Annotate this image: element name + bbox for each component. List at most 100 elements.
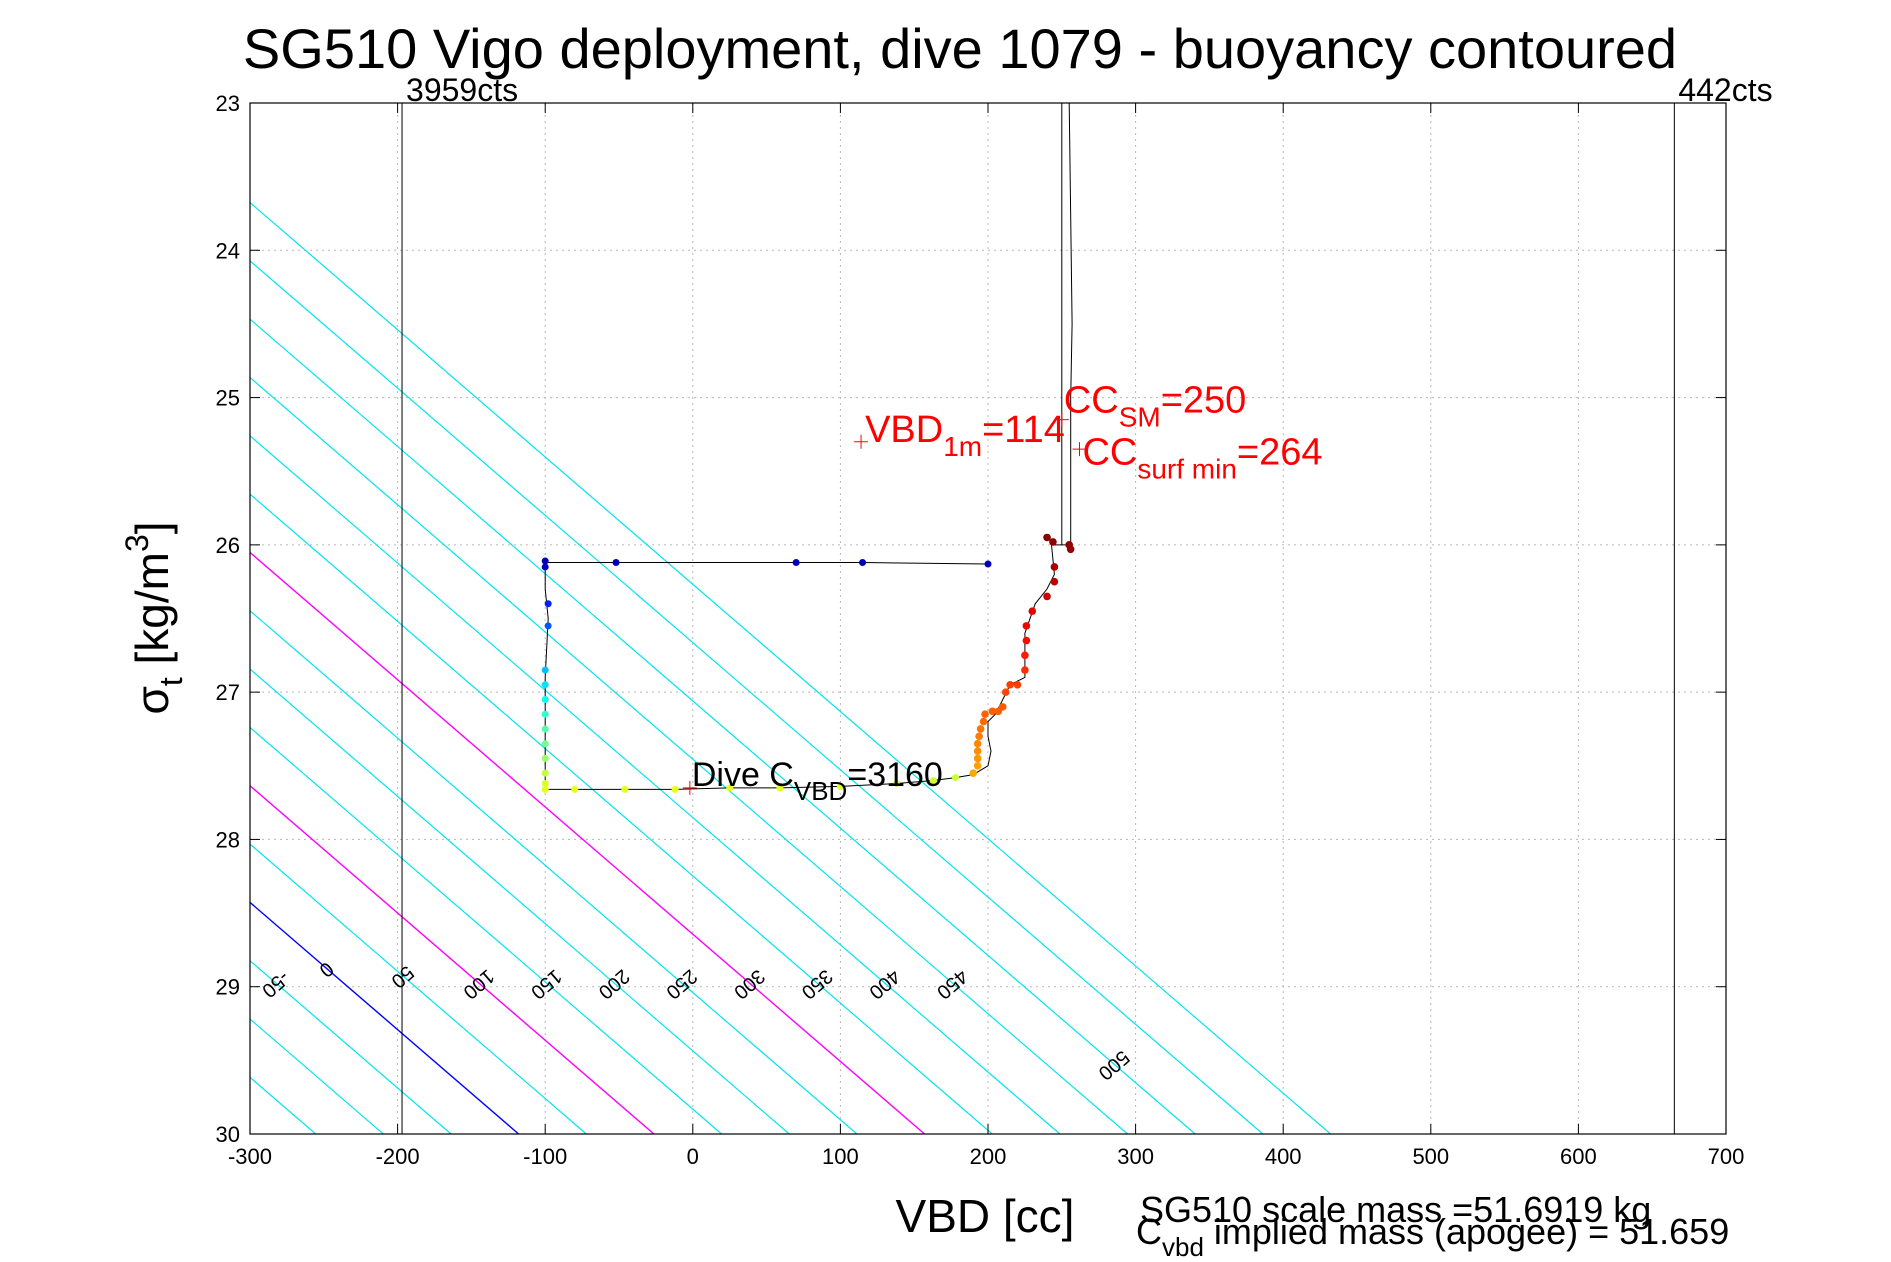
climb-point xyxy=(1049,538,1057,546)
annotation-markers xyxy=(682,412,1087,795)
annotation-divecvbd: Dive CVBD=3160 xyxy=(692,756,943,806)
y-tick-label: 28 xyxy=(216,827,240,852)
annotation-divecvbd-main: Dive C xyxy=(692,756,794,794)
zero-buoyancy-line xyxy=(250,901,520,1134)
y-axis-label-sup: 3 xyxy=(119,534,155,552)
x-axis-ticks: -300 -200 -100 0 100 200 300 400 500 600 700 xyxy=(228,103,1744,1169)
y-tick-label: 26 xyxy=(216,533,240,558)
climb-point xyxy=(1006,680,1014,689)
implied-mass-text: Cvbd implied mass (apogee) = 51.659 xyxy=(1136,1211,1729,1262)
count-label: 442cts xyxy=(1678,72,1772,108)
dive-point xyxy=(544,600,552,608)
dive-point xyxy=(892,779,900,787)
climb-point xyxy=(981,710,989,719)
y-axis-label-sub: t xyxy=(153,677,189,686)
contour-line xyxy=(250,201,1331,1134)
dive-point xyxy=(541,681,549,689)
climb-point xyxy=(973,754,982,763)
dive-point xyxy=(541,666,549,674)
buoyancy-contours xyxy=(0,103,1331,1134)
dive-point xyxy=(541,754,549,762)
implied-mass-sub: vbd xyxy=(1162,1232,1204,1262)
implied-mass-rest: implied mass (apogee) = 51.659 xyxy=(1204,1211,1729,1252)
x-tick-label: 300 xyxy=(1117,1144,1154,1169)
y-tick-label: 30 xyxy=(216,1122,240,1147)
x-tick-label: 400 xyxy=(1265,1144,1302,1169)
climb-point xyxy=(973,761,982,770)
annotation-vbd1m: VBD1m=114 xyxy=(865,409,1065,462)
count-label: 3959cts xyxy=(406,72,518,108)
x-tick-label: 500 xyxy=(1412,1144,1449,1169)
climb-point xyxy=(1013,680,1022,689)
climb-point xyxy=(1001,688,1010,696)
annotation-ccsm: CCSM=250 xyxy=(1064,379,1246,432)
contour-line xyxy=(250,376,1128,1134)
contour-line xyxy=(250,843,587,1134)
dive-point xyxy=(671,785,679,793)
dive-point xyxy=(929,777,937,785)
contour-line xyxy=(250,260,1264,1134)
dive-point xyxy=(571,785,579,793)
climb-point xyxy=(973,739,982,748)
x-tick-label: -200 xyxy=(376,1144,420,1169)
contour-line xyxy=(0,103,248,1134)
dive-point xyxy=(541,740,549,748)
dive-point xyxy=(612,559,620,567)
climb-point xyxy=(1021,666,1029,674)
dive-point xyxy=(792,559,800,567)
climb-point xyxy=(1043,533,1051,542)
annotation-vbd1m-value: =114 xyxy=(982,409,1065,451)
climb-point xyxy=(1043,592,1051,601)
x-tick-label: 700 xyxy=(1708,1144,1745,1169)
dive-point xyxy=(541,769,549,777)
y-tick-label: 24 xyxy=(216,238,240,263)
climb-point xyxy=(988,707,997,716)
annotation-ccsm-value: =250 xyxy=(1161,379,1247,421)
y-axis-label-close: ] xyxy=(126,521,178,534)
climb-point xyxy=(998,703,1007,711)
contour-line xyxy=(250,959,452,1134)
y-axis-ticks: 23 24 25 26 27 28 29 30 xyxy=(216,91,1726,1147)
dive-point xyxy=(541,563,549,571)
climb-point xyxy=(1066,545,1075,554)
climb-point xyxy=(973,747,982,755)
dive-point xyxy=(541,557,549,565)
x-tick-label: -300 xyxy=(228,1144,272,1169)
x-tick-label: -100 xyxy=(523,1144,567,1169)
contour-line xyxy=(0,103,113,1134)
x-tick-label: 200 xyxy=(970,1144,1007,1169)
climb-point xyxy=(1022,636,1031,645)
contour-line xyxy=(250,668,790,1134)
implied-mass-prefix: C xyxy=(1136,1211,1162,1252)
annotation-ccsurf-value: =264 xyxy=(1237,431,1323,473)
annotation-divecvbd-sub: VBD xyxy=(794,776,847,806)
scale-mass-text: SG510 scale mass =51.6919 kg xyxy=(1140,1189,1651,1230)
annotation-ccsm-main: CC xyxy=(1064,379,1119,421)
climb-point xyxy=(1028,607,1037,615)
count-reference-lines: 3959cts 442cts xyxy=(401,72,1773,1134)
climb-point xyxy=(975,732,983,741)
dive-point xyxy=(541,696,549,704)
y-axis-label-rest: [kg/m xyxy=(126,552,178,677)
dive-point xyxy=(836,782,844,790)
contour-line xyxy=(0,103,45,1134)
dive-point xyxy=(541,785,549,793)
climb-point xyxy=(969,769,978,777)
magenta-contour-line xyxy=(250,551,926,1134)
contour-line xyxy=(250,493,993,1134)
climb-point xyxy=(979,717,988,726)
climb-point xyxy=(1022,622,1031,630)
dive-point xyxy=(952,774,960,782)
dive-point xyxy=(726,784,734,792)
annotation-ccsurf-main: CC xyxy=(1082,431,1137,473)
dive-point xyxy=(859,559,867,567)
x-tick-label: 100 xyxy=(822,1144,859,1169)
grid-lines xyxy=(250,103,1726,1134)
annotation-ccsm-sub: SM xyxy=(1119,401,1161,432)
y-axis-label: σt [kg/m3] xyxy=(119,521,189,714)
x-tick-label: 600 xyxy=(1560,1144,1597,1169)
climb-point xyxy=(1050,577,1059,586)
